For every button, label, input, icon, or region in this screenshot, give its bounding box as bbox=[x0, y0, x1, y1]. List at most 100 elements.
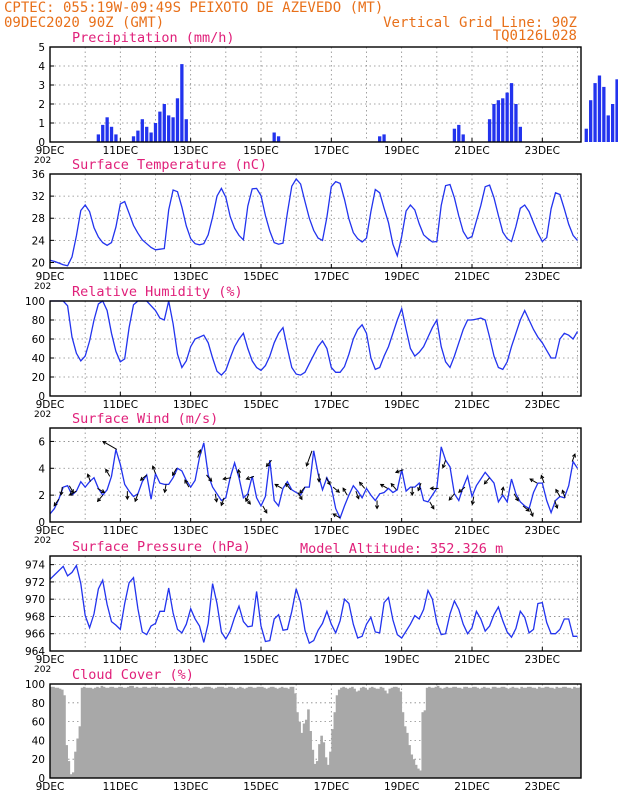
precip-bar bbox=[457, 124, 461, 142]
cloud-bar bbox=[509, 687, 512, 778]
precip-bar bbox=[509, 83, 514, 142]
cloud-bar bbox=[333, 712, 337, 778]
precip-bar bbox=[615, 79, 618, 142]
cloud-bar bbox=[304, 719, 308, 778]
wind-arrow-head bbox=[326, 481, 331, 486]
wind-arrow-head bbox=[430, 505, 435, 510]
wind-arrow-head bbox=[263, 509, 268, 514]
cloud-bar bbox=[395, 686, 398, 778]
y-tick-label: 100 bbox=[25, 679, 45, 691]
cloud-bar bbox=[447, 687, 451, 778]
cloud-bar bbox=[313, 763, 317, 778]
x-tick-label: 9DEC bbox=[36, 145, 65, 157]
cloud-bar bbox=[175, 687, 178, 778]
y-tick-label: 20 bbox=[32, 257, 45, 269]
precip-bar bbox=[452, 128, 457, 142]
cloud-bar bbox=[568, 687, 572, 778]
precip-bar bbox=[487, 119, 492, 142]
wind-arrow bbox=[395, 469, 404, 473]
cloud-bar bbox=[331, 729, 334, 778]
x-tick-label: 23DEC bbox=[525, 525, 560, 537]
cloud-bar bbox=[155, 686, 159, 778]
wind-arrow-head bbox=[555, 488, 560, 494]
cloud-bar bbox=[471, 686, 475, 778]
x-tick-label: 19DEC bbox=[384, 654, 419, 666]
cloud-bar bbox=[179, 686, 183, 778]
cloud-bar bbox=[54, 687, 57, 778]
x-tick-label: 13DEC bbox=[173, 525, 208, 537]
wind-arrow-head bbox=[448, 496, 453, 501]
cloud-bar bbox=[50, 686, 53, 778]
wind-arrow bbox=[355, 490, 360, 499]
cloud-bar bbox=[566, 687, 570, 778]
wind-arrow bbox=[299, 486, 306, 494]
precip-bar bbox=[114, 134, 118, 142]
cloud-bar bbox=[518, 688, 521, 778]
wind-arrow-head bbox=[561, 489, 566, 494]
y-tick-label: 20 bbox=[32, 754, 45, 766]
wind-arrow bbox=[220, 497, 225, 506]
x-tick-year: 202 bbox=[34, 410, 51, 420]
cloud-bar bbox=[208, 686, 211, 778]
header-model: TQ0126L028 bbox=[493, 28, 577, 44]
x-tick-label: 17DEC bbox=[314, 271, 349, 283]
cloud-bar bbox=[289, 686, 293, 778]
wind-arrow-head bbox=[358, 481, 364, 486]
x-tick-label: 23DEC bbox=[525, 654, 560, 666]
y-tick-label: 32 bbox=[32, 191, 45, 203]
cloud-bar bbox=[502, 686, 506, 778]
y-tick-label: 970 bbox=[25, 594, 45, 606]
cloud-bar bbox=[192, 686, 196, 778]
y-tick-label: 2 bbox=[38, 490, 45, 502]
wind-arrow-head bbox=[390, 482, 395, 488]
y-tick-label: 4 bbox=[38, 463, 45, 475]
cloud-bar bbox=[274, 687, 277, 778]
wind-arrow bbox=[554, 500, 558, 509]
y-tick-label: 968 bbox=[25, 611, 45, 623]
cloud-bar bbox=[498, 687, 501, 778]
x-tick-label: 15DEC bbox=[243, 525, 278, 537]
cloud-bar bbox=[118, 686, 121, 778]
cloud-bar bbox=[456, 687, 460, 778]
cloud-bar bbox=[335, 695, 339, 778]
precip-bar bbox=[96, 134, 101, 142]
wind-arrow bbox=[164, 484, 167, 493]
cloud-bar bbox=[96, 686, 99, 778]
precip-bar bbox=[136, 130, 140, 142]
x-tick-label: 13DEC bbox=[173, 145, 208, 157]
cloud-bar bbox=[65, 745, 68, 778]
cloud-bar bbox=[348, 687, 352, 778]
wind-arrow bbox=[102, 441, 118, 450]
cloud-bar bbox=[403, 726, 407, 778]
x-tick-label: 9DEC bbox=[36, 271, 65, 283]
y-tick-label: 964 bbox=[25, 646, 45, 658]
wind-arrow-head bbox=[374, 505, 380, 510]
cloud-bar bbox=[364, 687, 367, 778]
wind-arrow-head bbox=[151, 465, 156, 470]
cloud-bar bbox=[513, 687, 517, 778]
x-tick-label: 21DEC bbox=[454, 654, 489, 666]
wind-arrow bbox=[471, 496, 475, 505]
precip-bar bbox=[602, 86, 606, 142]
precip-bar bbox=[109, 126, 114, 142]
cloud-bar bbox=[113, 687, 117, 778]
cloud-bar bbox=[388, 688, 392, 778]
y-tick-label: 2 bbox=[38, 99, 45, 111]
cloud-bar bbox=[337, 689, 341, 778]
wind-arrow-head bbox=[197, 449, 202, 454]
y-tick-label: 80 bbox=[32, 698, 45, 710]
x-tick-label: 13DEC bbox=[173, 399, 208, 411]
cloud-bar bbox=[267, 687, 271, 778]
precip-bar bbox=[131, 136, 136, 142]
wind-arrow bbox=[306, 450, 313, 467]
x-tick-label: 11DEC bbox=[103, 399, 138, 411]
cloud-bar bbox=[173, 687, 176, 778]
wind-arrow-head bbox=[125, 495, 130, 501]
cloud-bar bbox=[199, 688, 203, 778]
x-tick-label: 19DEC bbox=[384, 525, 419, 537]
x-tick-label: 15DEC bbox=[243, 781, 278, 793]
precip-frame bbox=[49, 46, 582, 143]
wind-arrow-head bbox=[68, 491, 73, 496]
cloud-bar bbox=[232, 687, 236, 778]
x-tick-label: 13DEC bbox=[173, 781, 208, 793]
